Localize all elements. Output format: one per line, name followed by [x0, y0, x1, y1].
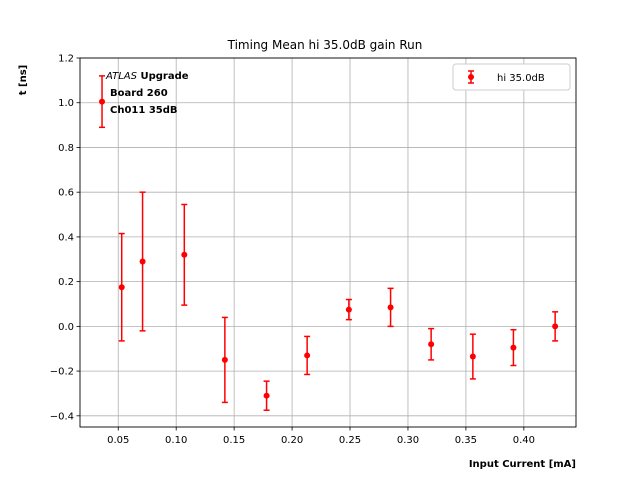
data-point	[139, 258, 146, 265]
annotation-line-2: Board 260	[110, 88, 168, 99]
x-tick-label: 0.30	[397, 435, 419, 446]
data-point	[345, 306, 352, 313]
annotation-atlas: ATLAS	[105, 71, 138, 82]
y-tick-label: 0.4	[58, 232, 74, 243]
grid	[80, 57, 576, 427]
data-layer	[99, 75, 559, 411]
data-point	[469, 353, 476, 360]
x-tick-label: 0.35	[455, 435, 477, 446]
x-tick-label: 0.20	[281, 435, 303, 446]
data-point	[99, 98, 106, 105]
y-tick-label: −0.2	[50, 367, 74, 378]
annotation-upgrade: Upgrade	[137, 71, 189, 82]
data-point	[387, 304, 394, 311]
legend-marker-point	[468, 74, 474, 80]
legend-label: hi 35.0dB	[497, 73, 545, 84]
data-point	[428, 341, 435, 348]
y-axis-label: t [ns]	[18, 65, 29, 95]
x-tick-label: 0.25	[339, 435, 361, 446]
y-tick-label: −0.4	[50, 411, 74, 422]
ticks: 0.05 0.10 0.15 0.20 0.25 0.30 0.35 0.40 −0.4 −0.2…	[50, 54, 535, 447]
data-point	[118, 284, 125, 291]
legend: hi 35.0dB	[452, 63, 571, 91]
y-tick-label: 1.2	[58, 54, 74, 65]
data-point	[263, 392, 270, 399]
data-point	[552, 323, 559, 330]
chart-title: Timing Mean hi 35.0dB gain Run	[227, 38, 423, 52]
legend-box	[452, 63, 571, 91]
annotation: ATLAS Upgrade Board 260 Ch011 35dB	[105, 71, 189, 116]
data-point	[181, 251, 188, 258]
y-tick-label: 0.8	[58, 143, 74, 154]
data-point	[304, 352, 311, 359]
annotation-line-1: ATLAS Upgrade	[105, 71, 189, 82]
x-tick-label: 0.40	[513, 435, 535, 446]
x-axis-label: Input Current [mA]	[469, 459, 576, 470]
y-tick-label: 1.0	[58, 98, 74, 109]
annotation-line-3: Ch011 35dB	[110, 105, 178, 116]
x-tick-label: 0.15	[223, 435, 245, 446]
data-point	[510, 344, 517, 351]
y-tick-label: 0.0	[58, 322, 74, 333]
y-tick-label: 0.6	[58, 188, 74, 199]
data-point	[221, 356, 228, 363]
x-tick-label: 0.10	[165, 435, 187, 446]
plot-frame	[79, 57, 577, 428]
x-tick-label: 0.05	[107, 435, 129, 446]
y-tick-label: 0.2	[58, 277, 74, 288]
